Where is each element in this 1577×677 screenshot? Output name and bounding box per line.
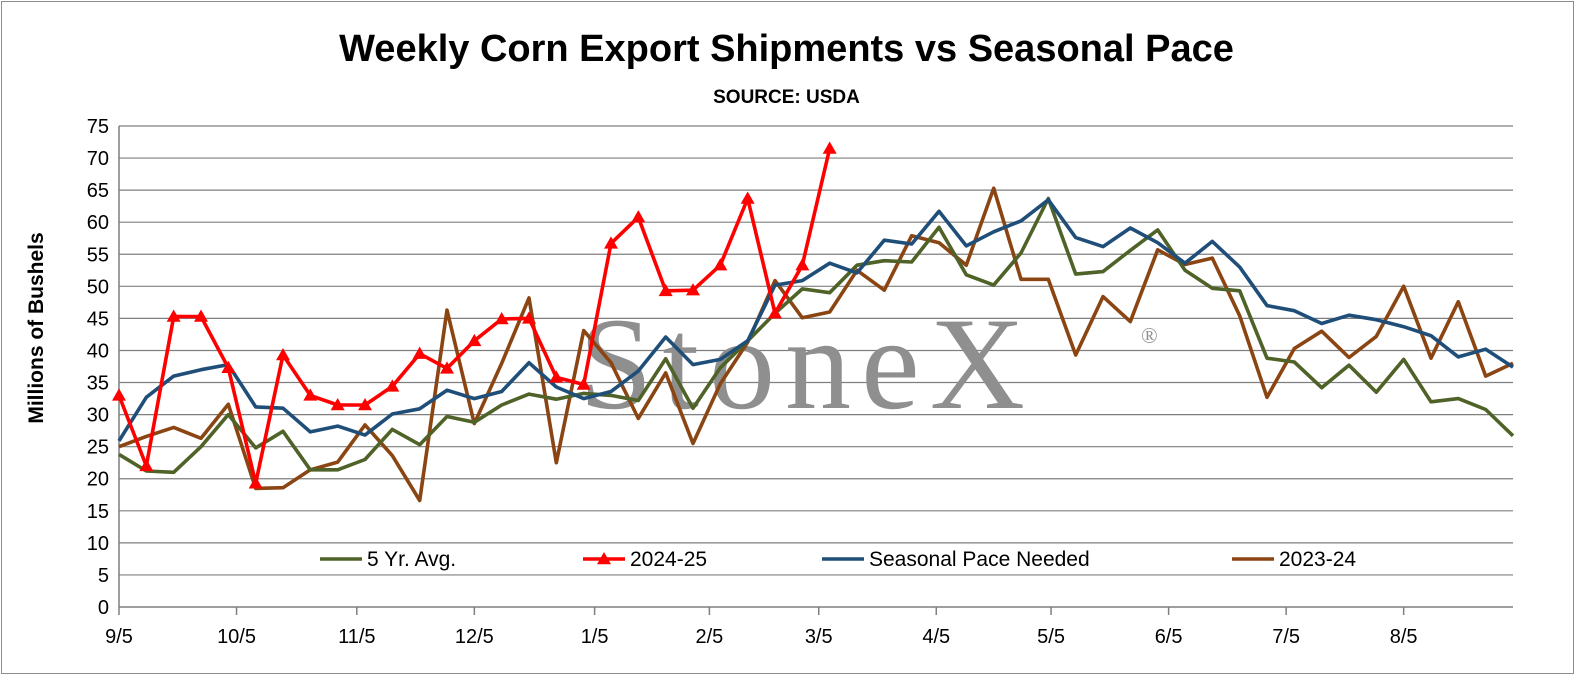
y-tick-label: 75: [87, 116, 109, 138]
data-point-marker: [221, 360, 236, 374]
x-tick-label: 2/5: [695, 626, 723, 648]
y-axis-label: Millions of Bushels: [25, 232, 48, 423]
x-tick-label: 11/5: [338, 626, 375, 648]
data-point-marker: [440, 361, 454, 374]
legend-label: Seasonal Pace Needed: [869, 548, 1090, 571]
data-point-marker: [276, 347, 290, 361]
data-point-marker: [330, 397, 345, 411]
data-point-marker: [549, 370, 564, 383]
series-line-seasonal-pace-needed: [117, 198, 1514, 442]
grid-lines: [119, 125, 1513, 576]
chart-subtitle: SOURCE: USDA: [713, 87, 860, 108]
x-tick-label: 12/5: [455, 626, 494, 648]
data-point-marker: [358, 397, 372, 411]
data-point-marker: [822, 141, 837, 154]
x-tick-label: 10/5: [217, 626, 256, 648]
axes: 0 5 10 15 20 25 30 35 40 45 50 55 60 65 70 75 9/5 10/5 11/…: [87, 116, 1513, 648]
y-tick-label: 30: [87, 405, 109, 427]
y-tick-label: 65: [87, 180, 109, 202]
data-point-marker: [385, 379, 400, 392]
x-tick-label: 4/5: [922, 626, 950, 648]
y-tick-label: 70: [87, 148, 109, 170]
legend: 5 Yr. Avg. 2024-25 Seasonal Pace Needed 202…: [320, 548, 1356, 571]
data-point-marker: [112, 388, 126, 401]
x-tick-label: 3/5: [805, 626, 833, 648]
data-point-marker: [139, 458, 154, 472]
chart-title: Weekly Corn Export Shipments vs Seasonal…: [339, 28, 1234, 70]
data-point-marker: [658, 283, 673, 297]
y-tick-label: 25: [87, 437, 109, 459]
series-line-5-yr-avg-: [118, 196, 1515, 475]
x-tick-label: 5/5: [1037, 626, 1065, 648]
y-tick-label: 20: [87, 469, 109, 491]
data-point-marker: [412, 346, 427, 359]
data-point-marker: [248, 476, 263, 489]
x-tick-label: 9/5: [105, 626, 133, 648]
legend-marker: [597, 552, 611, 565]
y-tick-label: 40: [87, 340, 109, 362]
data-point-marker: [522, 311, 536, 324]
y-tick-label: 5: [98, 565, 109, 587]
legend-label: 2024-25: [630, 548, 707, 571]
y-tick-label: 35: [87, 373, 109, 395]
data-point-marker: [166, 309, 181, 322]
y-tick-label: 55: [87, 244, 109, 266]
series-line-2023-24: [118, 186, 1514, 503]
y-tick-label: 0: [98, 597, 109, 619]
data-point-marker: [686, 283, 700, 296]
y-tick-label: 60: [87, 212, 109, 234]
watermark-logo: StoneX: [579, 290, 1035, 437]
data-point-marker: [768, 306, 782, 319]
series-lines: [112, 141, 1515, 503]
legend-label: 5 Yr. Avg.: [367, 548, 456, 571]
legend-label: 2023-24: [1279, 548, 1356, 571]
data-point-marker: [604, 236, 618, 249]
y-tick-label: 50: [87, 276, 109, 298]
x-tick-label: 1/5: [581, 626, 609, 648]
y-tick-label: 45: [87, 308, 109, 330]
data-point-marker: [631, 210, 646, 223]
y-tick-label: 10: [87, 533, 109, 555]
x-tick-label: 6/5: [1155, 626, 1183, 648]
data-point-marker: [467, 333, 482, 347]
data-point-marker: [740, 191, 755, 204]
data-point-marker: [303, 388, 318, 401]
data-point-marker: [194, 309, 208, 322]
data-point-marker: [576, 377, 591, 390]
data-point-marker: [494, 312, 509, 325]
watermark-registered-mark: ®: [1141, 323, 1158, 348]
y-tick-label: 15: [87, 501, 109, 523]
x-tick-label: 8/5: [1390, 626, 1418, 648]
data-point-marker: [713, 258, 728, 271]
x-tick-label: 7/5: [1272, 626, 1300, 648]
data-point-marker: [795, 258, 810, 271]
